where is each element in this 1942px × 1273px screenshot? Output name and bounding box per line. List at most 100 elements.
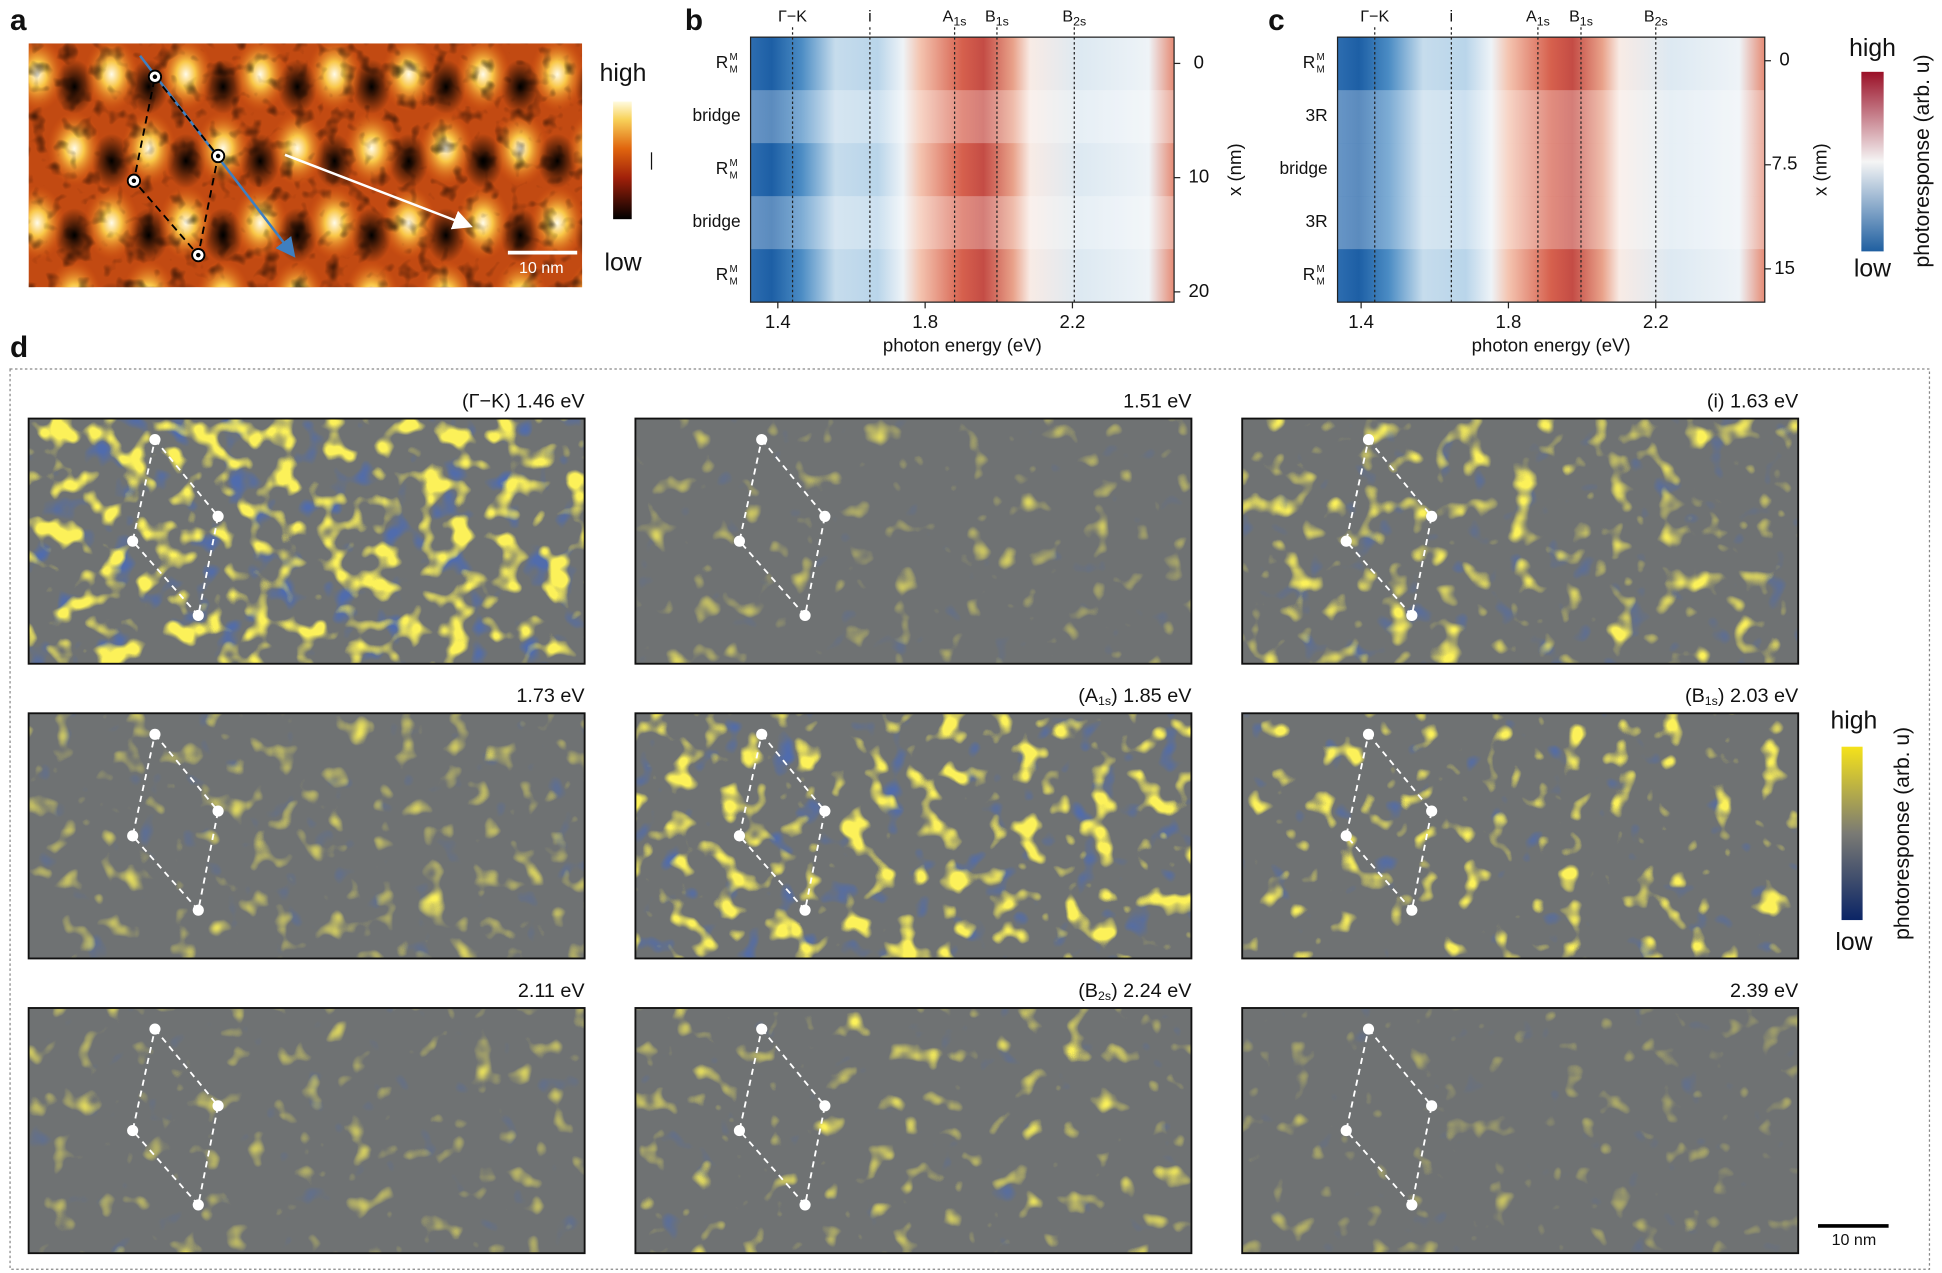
row-label: 3R bbox=[1305, 211, 1327, 231]
map-title-part: 2s bbox=[1098, 989, 1111, 1003]
scale-label: 10 nm bbox=[519, 259, 564, 277]
y-axis-label: x (nm) bbox=[1224, 143, 1245, 196]
site bbox=[127, 1125, 139, 1137]
stm-hole bbox=[612, 282, 652, 336]
site bbox=[1426, 805, 1438, 817]
site bbox=[1340, 830, 1352, 842]
feature-label-part: 1s bbox=[1580, 15, 1593, 29]
site bbox=[819, 510, 831, 522]
feature-label: A1s bbox=[943, 8, 967, 29]
map-high bbox=[1242, 1007, 1799, 1254]
site bbox=[1340, 535, 1352, 547]
map-high bbox=[635, 418, 1192, 664]
site-dot bbox=[152, 74, 158, 80]
plot-frame bbox=[749, 36, 1175, 303]
feature-label: A1s bbox=[1526, 8, 1550, 29]
site-dot bbox=[131, 178, 137, 184]
map-high bbox=[1242, 713, 1799, 959]
row-label-sup: M bbox=[730, 158, 738, 169]
feature-label-part: B bbox=[1062, 8, 1073, 26]
row-label-sup: M bbox=[1316, 264, 1324, 275]
stm-image bbox=[28, 43, 652, 336]
feature-label-part: B bbox=[985, 8, 996, 26]
feature-label-part: i bbox=[1450, 8, 1454, 26]
map-title: (Γ−K) 1.46 eV bbox=[462, 391, 585, 413]
map-title-part: 2.11 eV bbox=[518, 980, 586, 1002]
map-frame bbox=[1241, 1007, 1800, 1255]
site bbox=[819, 805, 831, 817]
site bbox=[1406, 1199, 1418, 1211]
site bbox=[819, 1100, 831, 1112]
map-high bbox=[635, 1007, 1192, 1254]
map-title-part: (B bbox=[1685, 685, 1705, 707]
site bbox=[1406, 609, 1418, 622]
feature-label-part: B bbox=[1644, 8, 1655, 26]
x-tick-label: 1.8 bbox=[1496, 311, 1522, 332]
panel-letter: d bbox=[10, 331, 28, 364]
row-band bbox=[1337, 90, 1765, 144]
map-title-part: (A bbox=[1078, 685, 1099, 707]
site bbox=[1426, 510, 1438, 522]
feature-label: Γ−K bbox=[1360, 8, 1389, 26]
panel-letter: c bbox=[1268, 4, 1285, 37]
map-title: (i) 1.63 eV bbox=[1707, 391, 1799, 413]
feature-label: i bbox=[868, 8, 872, 26]
row-label-sub: M bbox=[1316, 276, 1324, 287]
spectra-map bbox=[1337, 37, 1765, 303]
row-band bbox=[750, 90, 1175, 144]
stm-hole bbox=[397, 282, 421, 288]
map-title-part: (i) 1.63 eV bbox=[1707, 391, 1799, 413]
feature-label-part: A bbox=[943, 8, 954, 26]
stm-noise bbox=[28, 43, 583, 288]
feature-label-part: 1s bbox=[996, 15, 1009, 29]
colorbar-low: low bbox=[1835, 929, 1872, 956]
map-high bbox=[28, 713, 585, 959]
row-band bbox=[1337, 143, 1765, 197]
map-title-part: ) 2.24 eV bbox=[1111, 980, 1192, 1002]
site-dot bbox=[196, 252, 201, 258]
site bbox=[192, 1199, 204, 1211]
panel-letter: a bbox=[10, 4, 27, 37]
y-tick-label: 15 bbox=[1774, 257, 1795, 278]
map-title: (B1s) 2.03 eV bbox=[1685, 685, 1799, 708]
row-label-sup: M bbox=[730, 264, 738, 275]
map-title-part: 1s bbox=[1098, 694, 1111, 708]
site bbox=[799, 609, 811, 622]
site bbox=[1340, 1125, 1352, 1137]
y-tick-label: 0 bbox=[1194, 51, 1204, 72]
feature-label-part: A bbox=[1526, 8, 1537, 26]
frame bbox=[9, 368, 1931, 1270]
colorbar-high: high bbox=[1849, 35, 1896, 62]
colorbar-high: high bbox=[600, 60, 647, 87]
y-tick-label: 10 bbox=[1189, 166, 1210, 187]
map-title-part: 2.39 eV bbox=[1730, 980, 1799, 1002]
site bbox=[192, 904, 204, 916]
colorbar-low: low bbox=[1854, 256, 1891, 283]
colorbar bbox=[1861, 71, 1884, 252]
feature-label: B2s bbox=[1062, 8, 1086, 29]
panel-letter: b bbox=[685, 4, 703, 37]
y-axis-label: x (nm) bbox=[1810, 143, 1831, 196]
map-title-part: (B bbox=[1078, 980, 1098, 1002]
map-title-part: 1.51 eV bbox=[1123, 391, 1192, 413]
colorbar-high: high bbox=[1831, 707, 1878, 734]
map-title-part: ) 1.85 eV bbox=[1111, 685, 1192, 707]
colorbar-label: photoresponse (arb. u) bbox=[1911, 55, 1934, 268]
map-title: (B2s) 2.24 eV bbox=[1078, 980, 1192, 1003]
x-tick-label: 2.2 bbox=[1643, 311, 1669, 332]
stm-hole bbox=[248, 282, 272, 288]
map-high bbox=[1242, 418, 1799, 664]
site bbox=[799, 904, 811, 916]
x-tick-label: 1.4 bbox=[1348, 311, 1374, 332]
map-title: (A1s) 1.85 eV bbox=[1078, 685, 1192, 708]
row-label-sub: M bbox=[1316, 64, 1324, 75]
map-title: 2.39 eV bbox=[1730, 980, 1799, 1002]
colorbar bbox=[1841, 746, 1863, 921]
map-title: 1.73 eV bbox=[516, 685, 585, 707]
feature-label-part: 1s bbox=[953, 15, 966, 29]
map-high bbox=[635, 713, 1192, 959]
x-tick-label: 2.2 bbox=[1060, 311, 1086, 332]
stm-hole bbox=[100, 282, 123, 288]
colorbar bbox=[613, 101, 632, 220]
